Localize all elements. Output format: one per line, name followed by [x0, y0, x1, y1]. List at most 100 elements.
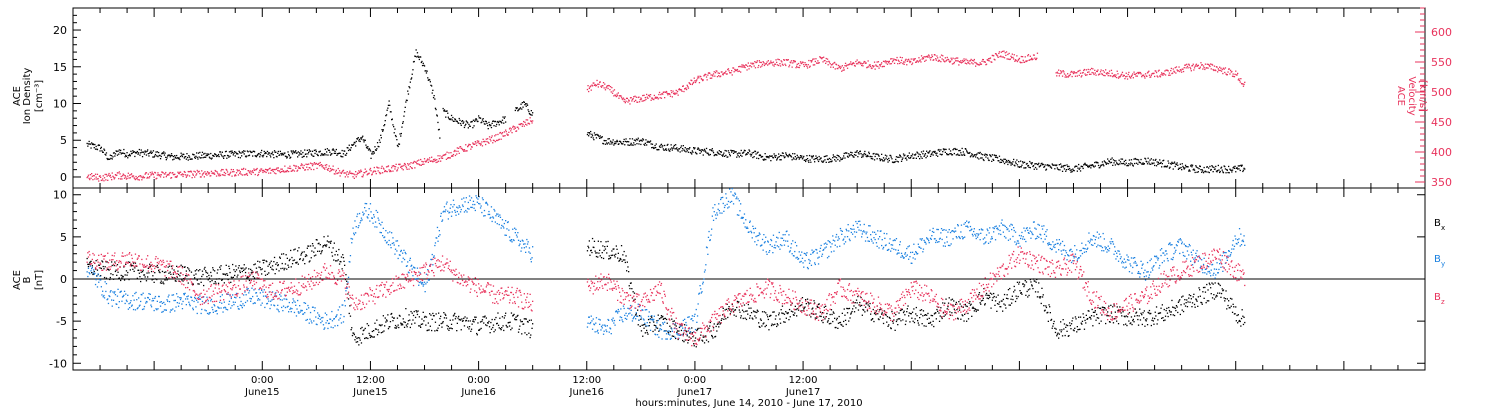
velocity-point — [863, 62, 865, 64]
density-point — [831, 160, 833, 162]
bx-point — [180, 264, 182, 266]
bx-point — [866, 302, 868, 304]
density-point — [172, 159, 174, 161]
velocity-point — [279, 170, 281, 172]
velocity-point — [440, 157, 442, 159]
bx-point — [367, 324, 370, 327]
velocity-point — [717, 72, 719, 74]
density-point — [778, 156, 780, 158]
density-point — [1152, 163, 1154, 165]
bx-point — [106, 261, 108, 263]
velocity-point — [470, 148, 472, 150]
density-point — [251, 151, 253, 153]
bx-point — [1005, 307, 1007, 309]
bx-point — [372, 336, 374, 338]
bx-point — [1050, 319, 1052, 321]
bx-point — [197, 270, 200, 272]
density-point — [1229, 169, 1232, 171]
bx-point — [677, 338, 679, 341]
bx-point — [830, 309, 833, 311]
velocity-point — [1032, 58, 1034, 60]
velocity-point — [206, 174, 208, 176]
density-point — [103, 148, 105, 150]
density-point — [411, 73, 413, 75]
density-point — [170, 153, 173, 155]
density-point — [744, 150, 746, 152]
density-point — [1214, 168, 1216, 170]
density-point — [702, 154, 704, 156]
velocity-point — [998, 51, 1001, 53]
bx-point — [967, 312, 969, 315]
density-point — [153, 156, 155, 158]
velocity-point — [196, 169, 198, 172]
density-point — [531, 114, 533, 116]
bx-point — [890, 327, 892, 330]
density-point — [1177, 164, 1179, 166]
density-point — [123, 152, 126, 155]
bx-point — [872, 318, 874, 320]
density-point — [1034, 163, 1036, 165]
density-point — [364, 139, 366, 141]
density-point — [387, 107, 389, 109]
velocity-point — [273, 172, 276, 174]
density-point — [671, 149, 673, 151]
velocity-point — [447, 157, 449, 159]
density-point — [979, 151, 981, 154]
bx-point — [819, 311, 822, 313]
bx-point — [763, 322, 765, 324]
velocity-point — [614, 94, 616, 96]
density-point — [1072, 169, 1075, 172]
density-point — [955, 154, 957, 156]
velocity-point — [1135, 72, 1138, 75]
bx-point — [787, 312, 789, 315]
density-point — [105, 154, 107, 156]
density-point — [360, 137, 362, 139]
bx-point — [632, 291, 634, 293]
bx-point — [331, 255, 334, 257]
bx-point — [753, 311, 755, 313]
density-point — [879, 158, 881, 160]
bx-point — [1005, 297, 1008, 299]
density-point — [198, 156, 200, 158]
velocity-point — [1237, 79, 1239, 81]
velocity-point — [91, 175, 93, 177]
bx-point — [230, 281, 232, 283]
density-point — [1161, 166, 1163, 168]
density-point — [275, 151, 277, 153]
density-point — [994, 156, 997, 158]
density-point — [185, 156, 187, 158]
density-point — [268, 152, 270, 154]
bx-point — [924, 314, 927, 316]
velocity-point — [123, 177, 126, 179]
velocity-point — [844, 65, 846, 67]
bx-point — [803, 307, 805, 309]
velocity-point — [188, 175, 191, 177]
velocity-point — [915, 61, 917, 63]
velocity-point — [859, 63, 861, 65]
density-point — [902, 157, 904, 159]
density-point — [1213, 166, 1215, 168]
velocity-point — [620, 95, 622, 97]
density-point — [1137, 163, 1139, 165]
bx-point — [299, 258, 301, 261]
density-point — [851, 152, 853, 154]
density-point — [1112, 164, 1114, 166]
density-point — [942, 148, 945, 150]
velocity-point — [107, 174, 110, 176]
bx-point — [278, 270, 280, 272]
density-point — [1133, 158, 1135, 160]
velocity-point — [1204, 63, 1207, 65]
velocity-point — [885, 62, 887, 64]
bx-point — [719, 323, 721, 325]
velocity-point — [597, 86, 599, 88]
velocity-point — [98, 180, 100, 182]
bx-point — [628, 271, 630, 273]
density-point — [365, 144, 367, 146]
velocity-point — [240, 173, 242, 175]
density-point — [1007, 159, 1010, 162]
velocity-point — [925, 59, 927, 61]
velocity-point — [714, 72, 717, 74]
density-point — [930, 153, 932, 156]
density-point — [890, 156, 892, 158]
